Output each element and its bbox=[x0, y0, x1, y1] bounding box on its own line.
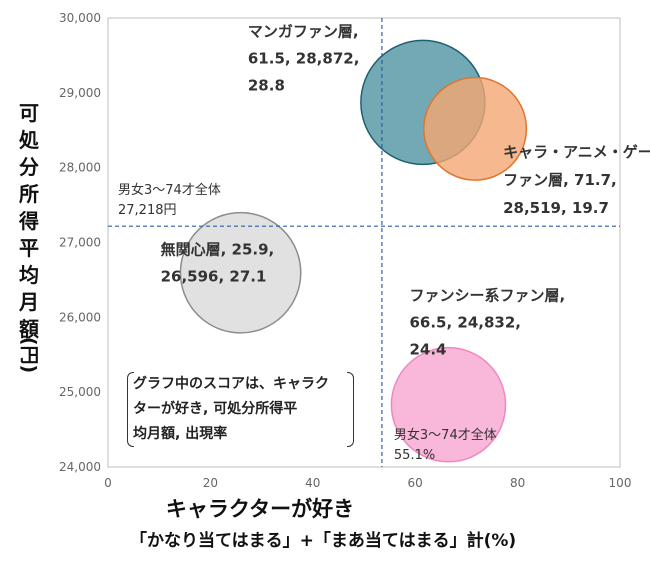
x-tick-label: 0 bbox=[104, 476, 112, 490]
bubble bbox=[390, 346, 507, 463]
note-bracket-right bbox=[347, 372, 354, 447]
x-tick-label: 100 bbox=[609, 476, 632, 490]
x-axis-label: キャラクターが好き bbox=[165, 497, 355, 521]
bubble-label: 61.5, 28,872, bbox=[248, 49, 360, 67]
bubble-label: 66.5, 24,832, bbox=[409, 314, 521, 332]
x-tick-label: 80 bbox=[510, 476, 525, 490]
y-tick-label: 25,000 bbox=[59, 385, 101, 399]
average-ratio-label: 男女3〜74才全体 bbox=[394, 427, 497, 443]
bubble bbox=[179, 211, 302, 334]
x-tick-label: 20 bbox=[203, 476, 218, 490]
x-axis-label-sub: 「かなり当てはまる」+「まあ当てはまる」計(%) bbox=[130, 531, 517, 551]
plot-area bbox=[107, 17, 621, 468]
y-axis-label-char: 均 bbox=[19, 263, 39, 287]
note-line: ターが好き, 可処分所得平 bbox=[133, 401, 298, 417]
y-axis-label-unit: (円) bbox=[18, 336, 40, 374]
y-axis-label-char: 月 bbox=[19, 290, 39, 314]
bubble-label: 28.8 bbox=[248, 76, 285, 94]
y-tick-label: 28,000 bbox=[59, 161, 101, 175]
y-axis-label: 可 処 分 所 得 平 均 月 額 (円) bbox=[14, 100, 44, 373]
average-ratio-label: 55.1% bbox=[394, 448, 435, 463]
average-income-label: 27,218円 bbox=[118, 203, 177, 218]
bubble-label: キャラ・アニメ・ゲーム bbox=[503, 143, 650, 161]
y-tick-label: 29,000 bbox=[59, 86, 101, 100]
y-axis-label-char: 可 bbox=[19, 101, 39, 125]
bubble-label: 無関心層, 25.9, bbox=[161, 241, 275, 259]
bubble-label: ファン層, 71.7, bbox=[503, 171, 617, 189]
y-axis-label-char: 処 bbox=[19, 128, 39, 152]
note-line: グラフ中のスコアは、キャラク bbox=[133, 376, 329, 392]
note-bracket-left bbox=[127, 372, 134, 447]
y-tick-label: 24,000 bbox=[59, 460, 101, 474]
score-note: グラフ中のスコアは、キャラク ターが好き, 可処分所得平 均月額, 出現率 bbox=[127, 372, 354, 447]
y-tick-label: 26,000 bbox=[59, 310, 101, 324]
y-axis-label-char: 得 bbox=[19, 209, 39, 233]
bubble-label: マンガファン層, bbox=[248, 22, 359, 40]
bubble-label: 26,596, 27.1 bbox=[161, 268, 267, 286]
average-income-label: 男女3〜74才全体 bbox=[118, 182, 221, 198]
x-tick-label: 60 bbox=[408, 476, 423, 490]
bubble-label: ファンシー系ファン層, bbox=[409, 287, 565, 305]
y-axis-label-char: 額 bbox=[19, 317, 39, 341]
bubble-label: 28,519, 19.7 bbox=[503, 199, 609, 217]
y-axis-label-char: 平 bbox=[19, 236, 39, 260]
bubble-label: 24.4 bbox=[409, 341, 446, 359]
y-axis-label-char: 分 bbox=[19, 155, 39, 179]
y-tick-label: 27,000 bbox=[59, 236, 101, 250]
x-tick-label: 40 bbox=[305, 476, 320, 490]
y-axis-label-char: 所 bbox=[19, 182, 39, 206]
y-tick-label: 30,000 bbox=[59, 11, 101, 25]
note-line: 均月額, 出現率 bbox=[133, 426, 228, 442]
bubble bbox=[423, 76, 528, 181]
